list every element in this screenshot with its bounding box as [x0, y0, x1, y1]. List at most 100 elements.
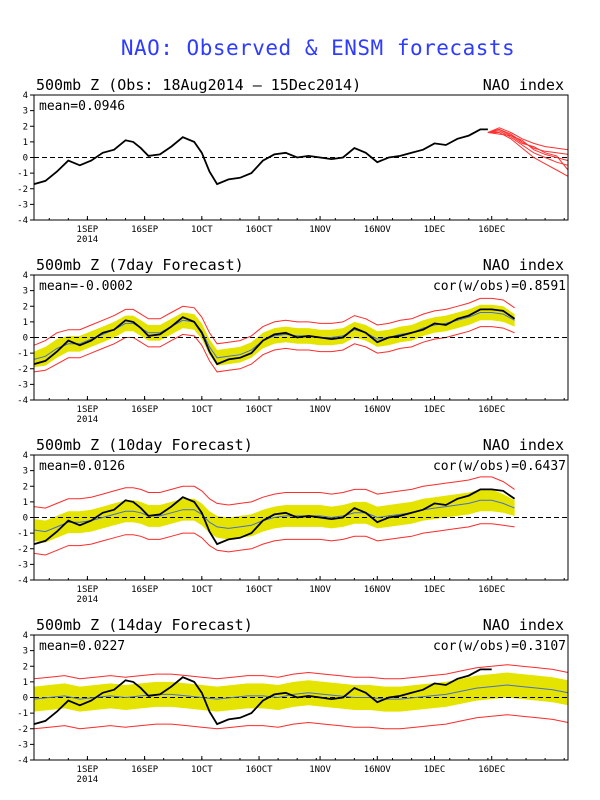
panel-title: 500mb Z (7day Forecast): [36, 256, 244, 274]
range-lower-line: [33, 523, 515, 556]
y-tick-label: 1: [23, 138, 28, 148]
correlation-label: cor(w/obs)=0.6437: [433, 459, 566, 474]
range-upper-line: [33, 297, 515, 346]
y-tick-label: -2: [17, 545, 28, 555]
y-tick-label: 0: [23, 694, 28, 704]
y-tick-label: -2: [17, 185, 28, 195]
x-tick-label: 16NOV: [364, 225, 392, 235]
x-tick-label: 16SEP: [131, 405, 159, 415]
observed-line: [33, 488, 516, 546]
y-tick-label: -4: [17, 396, 28, 406]
forecast-member-3: [487, 127, 569, 151]
y-tick-label: 3: [23, 647, 28, 657]
y-tick-label: -1: [17, 529, 28, 539]
panel-7day-forecast: 500mb Z (7day Forecast) NAO index -4 -3 -2 -1…: [17, 256, 569, 425]
y-tick-label: -4: [17, 216, 28, 226]
panel-right-label: NAO index: [483, 256, 564, 274]
panel-title: 500mb Z (10day Forecast): [36, 436, 253, 454]
x-tick-label: 16SEP: [131, 585, 159, 595]
x-tick-year-label: 2014: [77, 595, 99, 605]
correlation-label: cor(w/obs)=0.3107: [433, 639, 566, 654]
x-tick-label: 16NOV: [364, 585, 392, 595]
x-tick-label: 1SEP: [77, 225, 99, 235]
y-tick-label: -3: [17, 200, 28, 210]
y-tick-label: 4: [23, 271, 28, 281]
x-tick-label: 16OCT: [245, 225, 273, 235]
y-tick-label: 4: [23, 91, 28, 101]
x-tick-label: 1SEP: [77, 405, 99, 415]
x-tick-label: 1NOV: [309, 225, 331, 235]
x-tick-label: 1OCT: [191, 225, 213, 235]
mean-label: mean=0.0946: [39, 99, 125, 114]
x-tick-label: 1SEP: [77, 585, 99, 595]
ensemble-mean-line: [33, 684, 569, 700]
x-tick-label: 16SEP: [131, 225, 159, 235]
x-tick-label: 1NOV: [309, 765, 331, 775]
panel-right-label: NAO index: [483, 616, 564, 634]
x-tick-label: 16DEC: [478, 405, 505, 415]
panel-right-label: NAO index: [483, 76, 564, 94]
x-tick-year-label: 2014: [77, 415, 99, 425]
x-tick-label: 1OCT: [191, 405, 213, 415]
range-upper-line: [33, 476, 515, 509]
y-tick-label: 2: [23, 122, 28, 132]
y-tick-label: 4: [23, 451, 28, 461]
y-tick-label: -1: [17, 169, 28, 179]
panel-10day-forecast: 500mb Z (10day Forecast) NAO index -4 -3 -2 -…: [17, 436, 569, 605]
x-tick-year-label: 2014: [77, 235, 99, 245]
x-tick-label: 16OCT: [245, 765, 273, 775]
y-tick-label: 1: [23, 318, 28, 328]
x-tick-label: 16DEC: [478, 585, 505, 595]
ensemble-spread-band: [34, 489, 515, 543]
panel-right-label: NAO index: [483, 436, 564, 454]
y-tick-label: -1: [17, 709, 28, 719]
y-tick-label: -1: [17, 349, 28, 359]
panel-14day-forecast: 500mb Z (14day Forecast) NAO index -4 -3 -2 -…: [17, 616, 569, 785]
y-tick-label: 0: [23, 154, 28, 164]
y-tick-label: -3: [17, 560, 28, 570]
x-tick-label: 1OCT: [191, 585, 213, 595]
panel-title: 500mb Z (Obs: 18Aug2014 – 15Dec2014): [36, 76, 361, 94]
x-tick-label: 1DEC: [424, 225, 446, 235]
x-tick-label: 16OCT: [245, 585, 273, 595]
panel-observed: 500mb Z (Obs: 18Aug2014 – 15Dec2014) NAO …: [17, 76, 569, 245]
range-lower-line: [33, 714, 569, 730]
x-tick-label: 1DEC: [424, 585, 446, 595]
observed-line: [33, 308, 516, 366]
x-tick-label: 16NOV: [364, 765, 392, 775]
y-tick-label: 0: [23, 514, 28, 524]
y-tick-label: -3: [17, 740, 28, 750]
mean-label: mean=0.0126: [39, 459, 125, 474]
forecast-member-6: [487, 132, 569, 171]
y-tick-label: -4: [17, 576, 28, 586]
x-tick-label: 1OCT: [191, 765, 213, 775]
y-tick-label: 1: [23, 678, 28, 688]
x-tick-label: 16DEC: [478, 225, 505, 235]
forecast-member-2: [487, 130, 569, 166]
y-tick-label: 3: [23, 107, 28, 117]
x-tick-label: 16SEP: [131, 765, 159, 775]
range-upper-line: [33, 664, 569, 680]
y-tick-label: -4: [17, 756, 28, 766]
x-tick-label: 1SEP: [77, 765, 99, 775]
observed-line: [33, 128, 488, 186]
page-title: NAO: Observed & ENSM forecasts: [120, 36, 516, 60]
y-tick-label: 3: [23, 287, 28, 297]
y-tick-label: -3: [17, 380, 28, 390]
range-lower-line: [33, 326, 515, 373]
x-tick-year-label: 2014: [77, 775, 99, 785]
x-tick-label: 16OCT: [245, 405, 273, 415]
x-tick-label: 1DEC: [424, 765, 446, 775]
y-tick-label: 2: [23, 302, 28, 312]
forecast-member-4: [487, 132, 569, 177]
correlation-label: cor(w/obs)=0.8591: [433, 279, 566, 294]
y-tick-label: 2: [23, 482, 28, 492]
y-tick-label: 0: [23, 334, 28, 344]
y-tick-label: -2: [17, 365, 28, 375]
x-tick-label: 1DEC: [424, 405, 446, 415]
mean-label: mean=-0.0002: [39, 279, 133, 294]
x-tick-label: 1NOV: [309, 405, 331, 415]
panel-title: 500mb Z (14day Forecast): [36, 616, 253, 634]
mean-label: mean=0.0227: [39, 639, 125, 654]
